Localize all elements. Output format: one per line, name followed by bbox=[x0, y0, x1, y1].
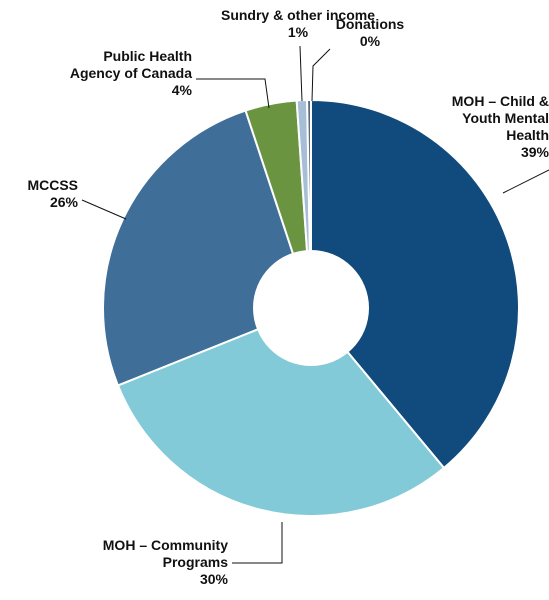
slice-label-line: Donations bbox=[336, 16, 405, 32]
slice-label-line: MCCSS bbox=[27, 177, 78, 193]
slice-label-3: Public Health Agency of Canada 4% bbox=[70, 48, 193, 98]
leader-line-3 bbox=[196, 78, 270, 109]
leader-line-0 bbox=[502, 169, 549, 194]
slice-label-line: MOH – Child & bbox=[452, 93, 549, 109]
slice-label-4: Sundry & other income 1% bbox=[221, 7, 375, 40]
leader-line-1 bbox=[232, 522, 283, 564]
slice-label-line: Public Health bbox=[103, 48, 192, 64]
slice-label-line: Agency of Canada bbox=[70, 65, 192, 81]
slice-1 bbox=[116, 306, 446, 517]
slice-percent: 0% bbox=[360, 33, 381, 49]
slice-label-line: Health bbox=[506, 127, 549, 143]
leader-lines bbox=[81, 45, 549, 564]
slice-percent: 39% bbox=[521, 144, 549, 160]
leader-line-4 bbox=[299, 45, 303, 102]
slice-label-line: Youth Mental bbox=[462, 110, 549, 126]
donut-hole bbox=[253, 250, 369, 366]
slice-label-line: Programs bbox=[163, 554, 229, 570]
slice-label-line: MOH – Community bbox=[103, 537, 228, 553]
slice-label-line: Sundry & other income bbox=[221, 7, 375, 23]
slice-percent: 1% bbox=[288, 24, 309, 40]
slice-label-2: MCCSS 26% bbox=[27, 177, 78, 210]
slice-label-5: Donations 0% bbox=[336, 16, 405, 49]
slice-label-1: MOH – Community Programs 30% bbox=[103, 537, 229, 587]
leader-line-5 bbox=[311, 48, 331, 102]
slice-percent: 30% bbox=[200, 571, 229, 587]
leader-line-2 bbox=[81, 199, 127, 220]
slice-labels: MOH – Child & Youth Mental Health 39%MOH – … bbox=[27, 7, 549, 587]
slice-percent: 4% bbox=[172, 82, 193, 98]
slice-0 bbox=[310, 98, 520, 470]
slice-label-0: MOH – Child & Youth Mental Health 39% bbox=[452, 93, 549, 160]
slice-percent: 26% bbox=[50, 194, 79, 210]
